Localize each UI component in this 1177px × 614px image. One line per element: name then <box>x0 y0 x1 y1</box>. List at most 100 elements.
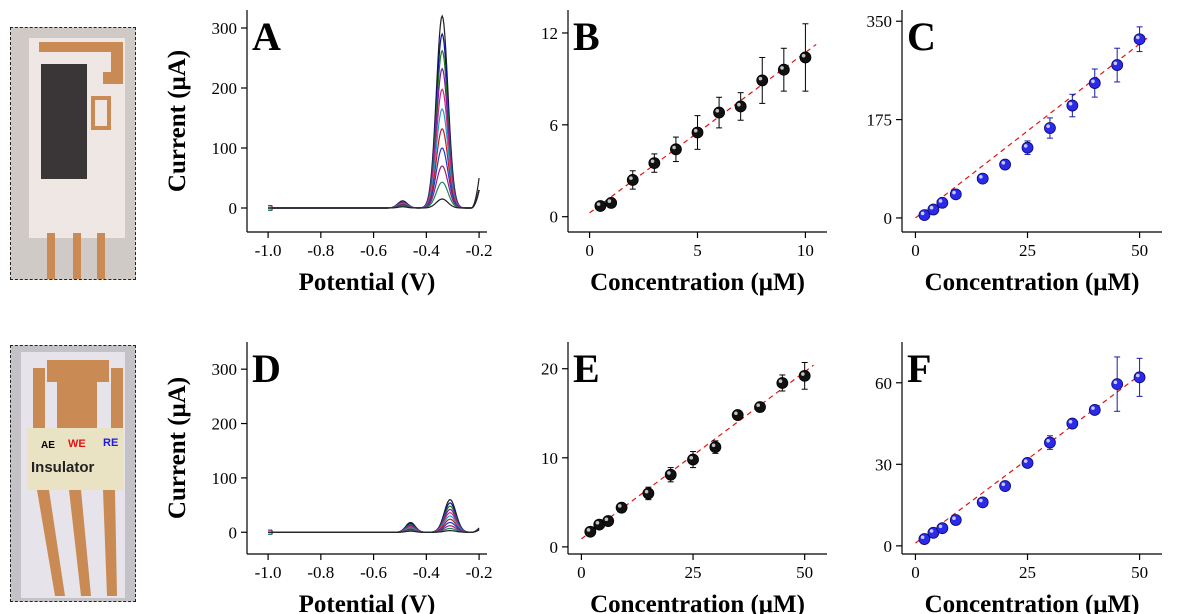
data-point-highlight <box>979 175 983 179</box>
insulator-layer <box>27 428 123 490</box>
voltammogram-curve <box>268 527 480 536</box>
x-axis-title: Concentration (μM) <box>925 269 1140 296</box>
panel-e: 0 25 50 0 10 20 E Concentration (μM) <box>541 342 827 614</box>
panel-letter: C <box>907 14 936 59</box>
x-tick-label: 25 <box>1019 241 1036 260</box>
y-tick-label: 300 <box>212 360 238 379</box>
data-point-highlight <box>758 76 763 81</box>
x-tick-label: -0.6 <box>360 563 387 582</box>
data-point-highlight <box>586 528 591 532</box>
voltammogram-curve <box>268 189 480 209</box>
x-tick-label: -0.4 <box>413 563 440 582</box>
fit-line <box>589 43 817 214</box>
data-point-highlight <box>778 379 783 383</box>
y-tick-label: 350 <box>867 12 893 31</box>
y-tick-label: 0 <box>229 523 238 542</box>
panel-a: -1.0 -0.8 -0.6 -0.4 -0.2 0 100 200 300 A Potential… <box>164 10 493 296</box>
y-tick-label: 0 <box>550 208 559 227</box>
electrode-photo-top <box>10 27 136 280</box>
data-point-highlight <box>1023 459 1028 463</box>
x-tick-label: 25 <box>685 563 702 582</box>
data-point <box>936 196 949 209</box>
fit-line <box>581 364 814 540</box>
data-point-highlight <box>689 455 694 460</box>
y-tick-label: 100 <box>212 469 238 488</box>
electrode-photo-top-image <box>11 28 135 279</box>
data-point <box>648 157 661 170</box>
panel-d: -1.0 -0.8 -0.6 -0.4 -0.2 0 100 200 300 D Potential… <box>164 342 493 614</box>
x-tick-label: 0 <box>577 563 586 582</box>
data-point-highlight <box>596 202 601 206</box>
x-tick-label: -0.8 <box>307 563 334 582</box>
data-point <box>976 172 989 185</box>
electrode-photo-bottom: AE WE RE Insulator <box>10 345 136 602</box>
data-point <box>798 369 811 382</box>
y-tick-label: 175 <box>867 111 893 130</box>
data-point-highlight <box>734 411 738 416</box>
data-point-highlight <box>780 66 784 70</box>
y-tick-label: 100 <box>212 139 238 158</box>
x-tick-label: -1.0 <box>255 563 282 582</box>
electrode-photo-bottom-image: AE WE RE Insulator <box>11 346 135 601</box>
y-tick-label: 0 <box>229 199 238 218</box>
data-point <box>642 487 655 500</box>
data-point <box>936 522 949 535</box>
x-tick-label: 0 <box>911 241 920 260</box>
x-tick-label: -0.6 <box>360 241 387 260</box>
data-point <box>999 158 1012 171</box>
data-point <box>777 63 790 76</box>
data-point <box>1111 59 1124 71</box>
data-point-highlight <box>607 199 612 203</box>
y-tick-label: 0 <box>550 538 559 557</box>
x-axis-title: Concentration (μM) <box>590 591 805 614</box>
data-point <box>1021 457 1034 469</box>
data-point-highlight <box>801 53 806 58</box>
data-point <box>734 100 747 113</box>
data-point <box>1088 77 1101 89</box>
data-point-highlight <box>1068 419 1073 424</box>
data-point <box>949 514 962 526</box>
data-point-highlight <box>1091 79 1095 84</box>
data-point <box>756 74 769 87</box>
data-point-highlight <box>617 504 622 508</box>
data-point-highlight <box>737 102 741 107</box>
x-axis-title: Concentration (μM) <box>925 591 1140 614</box>
data-point <box>1133 33 1146 46</box>
data-point-highlight <box>1046 438 1050 443</box>
y-tick-label: 6 <box>550 116 559 135</box>
x-tick-label: 50 <box>1131 241 1148 260</box>
fit-line <box>915 36 1149 219</box>
data-point <box>687 453 699 466</box>
y-tick-label: 30 <box>875 455 892 474</box>
label-ae: AE <box>41 440 55 451</box>
panel-letter: D <box>252 346 281 391</box>
x-tick-label: -0.4 <box>413 241 440 260</box>
x-tick-label: 5 <box>693 241 702 260</box>
data-point-highlight <box>920 535 925 540</box>
x-tick-label: 0 <box>911 563 920 582</box>
data-point-highlight <box>801 372 805 376</box>
x-tick-label: 25 <box>1019 563 1036 582</box>
y-tick-label: 200 <box>212 79 238 98</box>
data-point <box>626 174 639 186</box>
data-point <box>670 143 682 156</box>
data-point <box>776 377 789 389</box>
panel-letter: F <box>907 346 931 391</box>
label-insulator: Insulator <box>31 459 95 476</box>
data-point <box>1111 378 1124 391</box>
y-tick-label: 0 <box>884 537 893 556</box>
data-point <box>1088 404 1101 416</box>
x-tick-label: 50 <box>1131 563 1148 582</box>
y-axis-title: Current (μA) <box>164 50 191 192</box>
data-point-highlight <box>1113 380 1118 385</box>
data-point-highlight <box>952 516 956 521</box>
data-point-highlight <box>938 199 943 203</box>
y-tick-label: 60 <box>875 374 892 393</box>
data-point-highlight <box>1091 406 1095 410</box>
data-point-highlight <box>667 471 671 475</box>
data-point-highlight <box>693 128 698 133</box>
x-tick-label: 50 <box>796 563 813 582</box>
x-tick-label: -0.8 <box>307 241 334 260</box>
data-point-highlight <box>1023 144 1028 148</box>
